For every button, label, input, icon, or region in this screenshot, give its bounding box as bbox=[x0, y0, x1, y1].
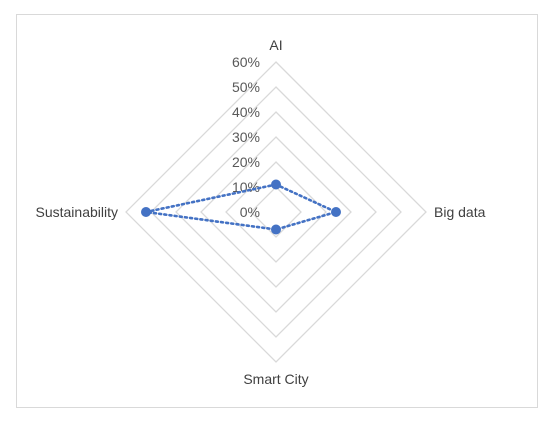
tick-labels: 0% 10% 20% 30% 40% 50% 60% bbox=[232, 54, 260, 220]
grid-ring bbox=[150, 86, 402, 338]
category-labels: AI Big data Smart City Sustainability bbox=[36, 37, 486, 387]
data-point-ai bbox=[271, 179, 281, 190]
grid-ring bbox=[250, 186, 302, 238]
grid-ring bbox=[125, 61, 427, 363]
category-label-ai: AI bbox=[269, 37, 282, 53]
category-label-big-data: Big data bbox=[434, 204, 486, 220]
tick-label: 20% bbox=[232, 154, 260, 170]
grid-ring bbox=[225, 161, 327, 263]
category-label-smart-city: Smart City bbox=[243, 371, 308, 387]
data-point-big-data bbox=[331, 207, 341, 217]
grid-ring bbox=[200, 136, 352, 288]
grid-ring bbox=[175, 111, 377, 313]
tick-label: 60% bbox=[232, 54, 260, 70]
data-point-sustainability bbox=[141, 207, 151, 217]
tick-label: 30% bbox=[232, 129, 260, 145]
tick-label: 50% bbox=[232, 79, 260, 95]
data-point-smart-city bbox=[271, 224, 281, 235]
radar-grid bbox=[125, 61, 427, 363]
category-label-sustainability: Sustainability bbox=[36, 204, 119, 220]
tick-label: 0% bbox=[240, 204, 260, 220]
tick-label: 40% bbox=[232, 104, 260, 120]
series-line bbox=[145, 183, 340, 231]
tick-label: 10% bbox=[232, 179, 260, 195]
chart-area bbox=[16, 14, 538, 408]
series-layer bbox=[141, 179, 341, 235]
